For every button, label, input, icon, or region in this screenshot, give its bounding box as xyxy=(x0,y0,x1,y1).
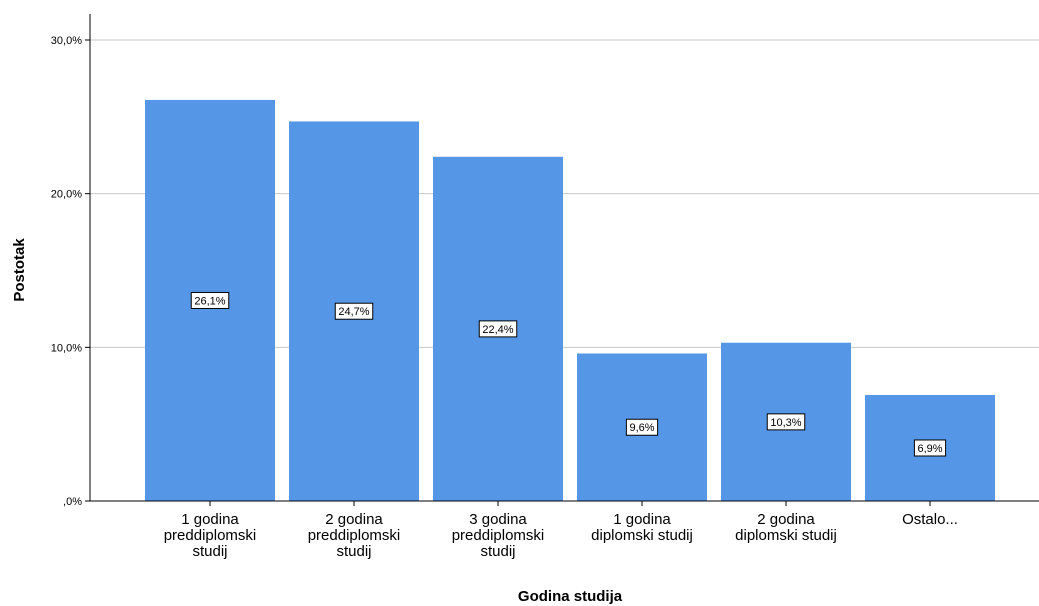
data-label-box xyxy=(913,439,947,457)
data-label: 9,6% xyxy=(629,422,654,434)
x-category-label: 1 godina diplomski studij xyxy=(591,511,693,544)
data-label-box xyxy=(478,320,518,338)
data-label: 6,9% xyxy=(917,443,942,455)
data-labels: 26,1% 24,7% 22,4% 9,6% 10,3% 6,9% xyxy=(190,291,947,457)
data-label-box xyxy=(190,291,230,309)
y-tick-label: 30,0% xyxy=(51,35,82,47)
data-label-box xyxy=(625,418,659,436)
y-tick-labels: ,0% 10,0% 20,0% 30,0% xyxy=(51,35,82,508)
axes xyxy=(85,14,1039,506)
y-tick-label: 20,0% xyxy=(51,189,82,201)
x-category-label: 3 godina preddiplomski studij xyxy=(452,511,545,560)
data-label: 10,3% xyxy=(770,417,801,429)
y-axis-title: Postotak xyxy=(11,238,28,302)
y-tick-label: ,0% xyxy=(63,496,82,508)
data-label: 22,4% xyxy=(482,324,513,336)
data-label-box xyxy=(766,413,806,431)
data-label-box xyxy=(334,302,374,320)
x-category-label: 1 godina preddiplomski studij xyxy=(164,511,257,560)
x-category-labels: 1 godina preddiplomski studij 2 godina predd… xyxy=(164,511,958,560)
x-category-label: 2 godina preddiplomski studij xyxy=(308,511,401,560)
x-category-label: Ostalo... xyxy=(902,511,958,528)
data-label: 24,7% xyxy=(338,306,369,318)
data-label: 26,1% xyxy=(194,295,225,307)
y-tick-label: 10,0% xyxy=(51,342,82,354)
bars xyxy=(145,99,995,502)
x-axis-title: Godina studija xyxy=(518,588,623,605)
x-category-label: 2 godina diplomski studij xyxy=(735,511,837,544)
